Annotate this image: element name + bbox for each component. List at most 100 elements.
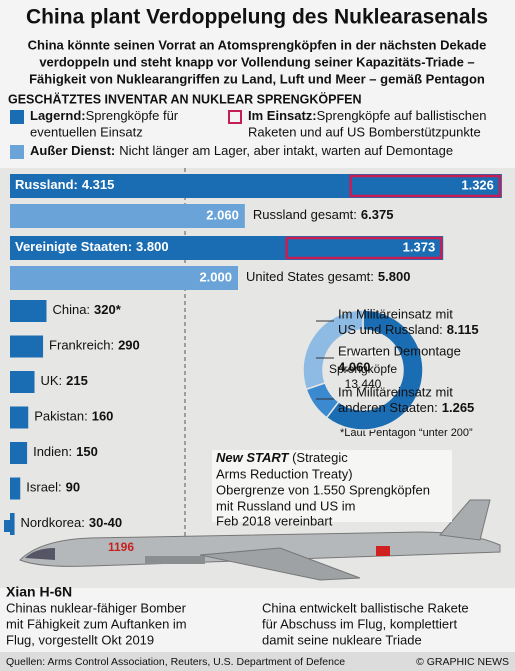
- treaty-text: Obergrenze von 1.550 Sprengköpfen: [216, 482, 430, 497]
- label-part: 290: [118, 338, 140, 353]
- label-part: Vereinigte Staaten:: [15, 239, 132, 254]
- plane-title: Xian H-6N: [6, 584, 72, 600]
- subtitle: China könnte seinen Vorrat an Atomspreng…: [28, 37, 487, 52]
- sources: Quellen: Arms Control Association, Reute…: [6, 656, 345, 668]
- label: UK: 215: [41, 373, 88, 388]
- country-bar: [10, 335, 44, 358]
- note: *Laut Pentagon “unter 200”: [340, 427, 473, 439]
- label-part: 4.315: [82, 177, 115, 192]
- plane-caption: mit Fähigkeit zum Auftanken im: [6, 616, 187, 631]
- label-part: China:: [52, 302, 90, 317]
- label: Pakistan: 160: [34, 409, 113, 424]
- legend-text: Raketen und auf US Bomberstützpunkte: [248, 124, 481, 139]
- chart-title: Geschätztes Inventar an Nuklear Sprengkö…: [8, 91, 362, 106]
- label: Vereinigte Staaten: 3.800: [15, 239, 169, 254]
- missile-caption: für Abschuss im Flug, komplettiert: [262, 616, 457, 631]
- subtitle: Fähigkeit von Nuklearangriffen zu Land, …: [29, 71, 485, 86]
- label-part: Nicht länger am Lager, aber intakt, wart…: [119, 143, 453, 158]
- label-part: 8.115: [447, 322, 479, 337]
- label: United States gesamt: 5.800: [246, 269, 410, 284]
- treaty-text: Arms Reduction Treaty): [216, 466, 353, 481]
- label-part: Indien:: [33, 444, 72, 459]
- label-part: 90: [66, 480, 80, 495]
- label: Israel: 90: [26, 480, 80, 495]
- label-part: US und Russland:: [338, 322, 443, 337]
- donut-center: Gesamte: [339, 346, 388, 360]
- label-part: 5.800: [378, 269, 411, 284]
- plane-caption: Chinas nuklear-fähiger Bomber: [6, 600, 187, 615]
- donut-segment: [302, 309, 364, 391]
- missile-caption: China entwickelt ballistische Rakete: [262, 600, 469, 615]
- label-part: anderen Staaten:: [338, 400, 438, 415]
- legend-swatch: [10, 110, 24, 124]
- deployed-bar: [349, 174, 502, 198]
- label-part: 6.375: [361, 207, 394, 222]
- country-bar: [10, 513, 15, 535]
- plane-caption: Flug, vorgestellt Okt 2019: [6, 632, 154, 647]
- label-part: Pakistan:: [34, 409, 87, 424]
- label-part: 1.265: [442, 400, 475, 415]
- label-part: Im Einsatz:: [248, 108, 317, 123]
- legend-entry: Lagernd:Sprengköpfe für: [30, 108, 179, 123]
- footer: [0, 652, 515, 671]
- legend-text: eventuellen Einsatz: [30, 124, 143, 139]
- label: Nordkorea: 30-40: [21, 515, 123, 530]
- label: anderen Staaten: 1.265: [338, 400, 474, 415]
- donut-segment: [325, 309, 424, 431]
- country-bar: [10, 442, 28, 464]
- country-bar: [10, 371, 35, 393]
- label-part: 160: [92, 409, 114, 424]
- country-bar: [10, 477, 21, 500]
- label-part: 3.800: [136, 239, 169, 254]
- legend-swatch: [228, 110, 242, 124]
- label: US und Russland: 8.115: [338, 322, 479, 337]
- treaty-title: New START: [216, 450, 290, 465]
- label-part: Lagernd:: [30, 108, 86, 123]
- label-part: Außer Dienst:: [30, 143, 115, 158]
- credit: © GRAPHIC NEWS: [416, 656, 509, 668]
- missile-caption: damit seine nukleare Triade: [262, 632, 422, 647]
- treaty-text: mit Russland und US im: [216, 498, 355, 513]
- deployed-bar: [285, 236, 443, 260]
- retired-label: 2.000: [199, 269, 232, 284]
- country-bar: [10, 406, 29, 429]
- legend-entry: Im Einsatz:Sprengköpfe auf ballistischen: [248, 108, 486, 123]
- segment-value: 4.060: [338, 359, 371, 374]
- plane: [19, 499, 501, 581]
- label-part: Russland gesamt:: [253, 207, 357, 222]
- legend-swatch: [10, 145, 24, 159]
- label-part: Sprengköpfe für: [86, 108, 179, 123]
- label-part: Frankreich:: [49, 338, 114, 353]
- label-part: Nordkorea:: [21, 515, 85, 530]
- deployed-label: 1.373: [403, 239, 436, 254]
- donut-center: Sprengköpfe: [329, 362, 397, 376]
- label-part: 320*: [94, 302, 122, 317]
- label-part: 215: [66, 373, 88, 388]
- treaty-text: Feb 2018 vereinbart: [216, 513, 333, 528]
- segment-label: Im Militäreinsatz mit: [338, 384, 453, 399]
- label-part: 150: [76, 444, 98, 459]
- label-part: Russland:: [15, 177, 78, 192]
- deployed-label: 1.326: [461, 177, 494, 192]
- retired-bar: [10, 204, 245, 228]
- label-part: UK:: [41, 373, 63, 388]
- treaty-box: [212, 450, 452, 522]
- label: Indien: 150: [33, 444, 98, 459]
- legend-entry: Außer Dienst: Nicht länger am Lager, aber…: [30, 143, 453, 158]
- treaty-text: (Strategic: [288, 450, 348, 465]
- label-part: 30-40: [89, 515, 122, 530]
- donut-center: 13.440: [345, 377, 382, 391]
- segment-label: Im Militäreinsatz mit: [338, 306, 453, 321]
- label-part: Sprengköpfe auf ballistischen: [317, 108, 487, 123]
- plane-accent: [4, 520, 12, 532]
- label-part: Israel:: [26, 480, 61, 495]
- retired-bar: [10, 266, 238, 290]
- country-bar: [10, 300, 47, 322]
- label: Russland gesamt: 6.375: [253, 207, 394, 222]
- retired-label: 2.060: [206, 207, 239, 222]
- label-part: United States gesamt:: [246, 269, 374, 284]
- segment-label: Erwarten Demontage: [338, 343, 461, 358]
- subtitle: verdoppeln und steht knapp vor Vollendun…: [39, 54, 474, 69]
- label: China: 320*: [52, 302, 121, 317]
- plane-number: 1196: [108, 540, 134, 554]
